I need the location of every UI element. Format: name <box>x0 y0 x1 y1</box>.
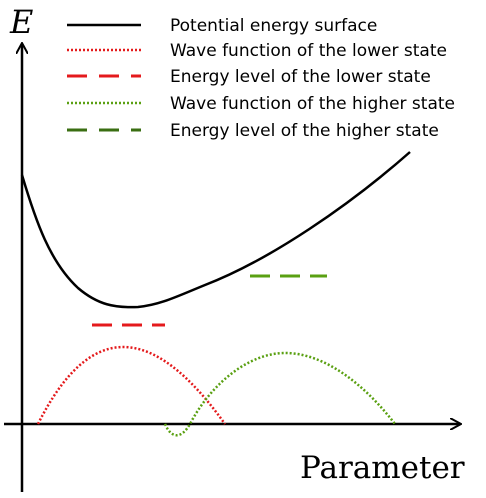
legend-label-potential: Potential energy surface <box>170 16 377 36</box>
legend-item-lower-level: Energy level of the lower state <box>67 67 431 87</box>
legend-item-higher-wave: Wave function of the higher state <box>67 94 455 114</box>
legend-label-lower-wave: Wave function of the lower state <box>170 41 447 61</box>
legend-label-lower-level: Energy level of the lower state <box>170 67 431 87</box>
legend-label-higher-level: Energy level of the higher state <box>170 121 439 141</box>
legend-item-lower-wave: Wave function of the lower state <box>67 41 447 61</box>
x-axis-label: Parameter <box>300 450 465 486</box>
potential-energy-curve <box>20 151 411 309</box>
y-axis-label: E <box>9 3 33 41</box>
legend-item-higher-level: Energy level of the higher state <box>67 121 439 141</box>
legend: Potential energy surface Wave function o… <box>67 16 455 141</box>
lower-wave-function <box>36 345 227 425</box>
legend-label-higher-wave: Wave function of the higher state <box>170 94 455 114</box>
legend-item-potential: Potential energy surface <box>67 16 377 36</box>
